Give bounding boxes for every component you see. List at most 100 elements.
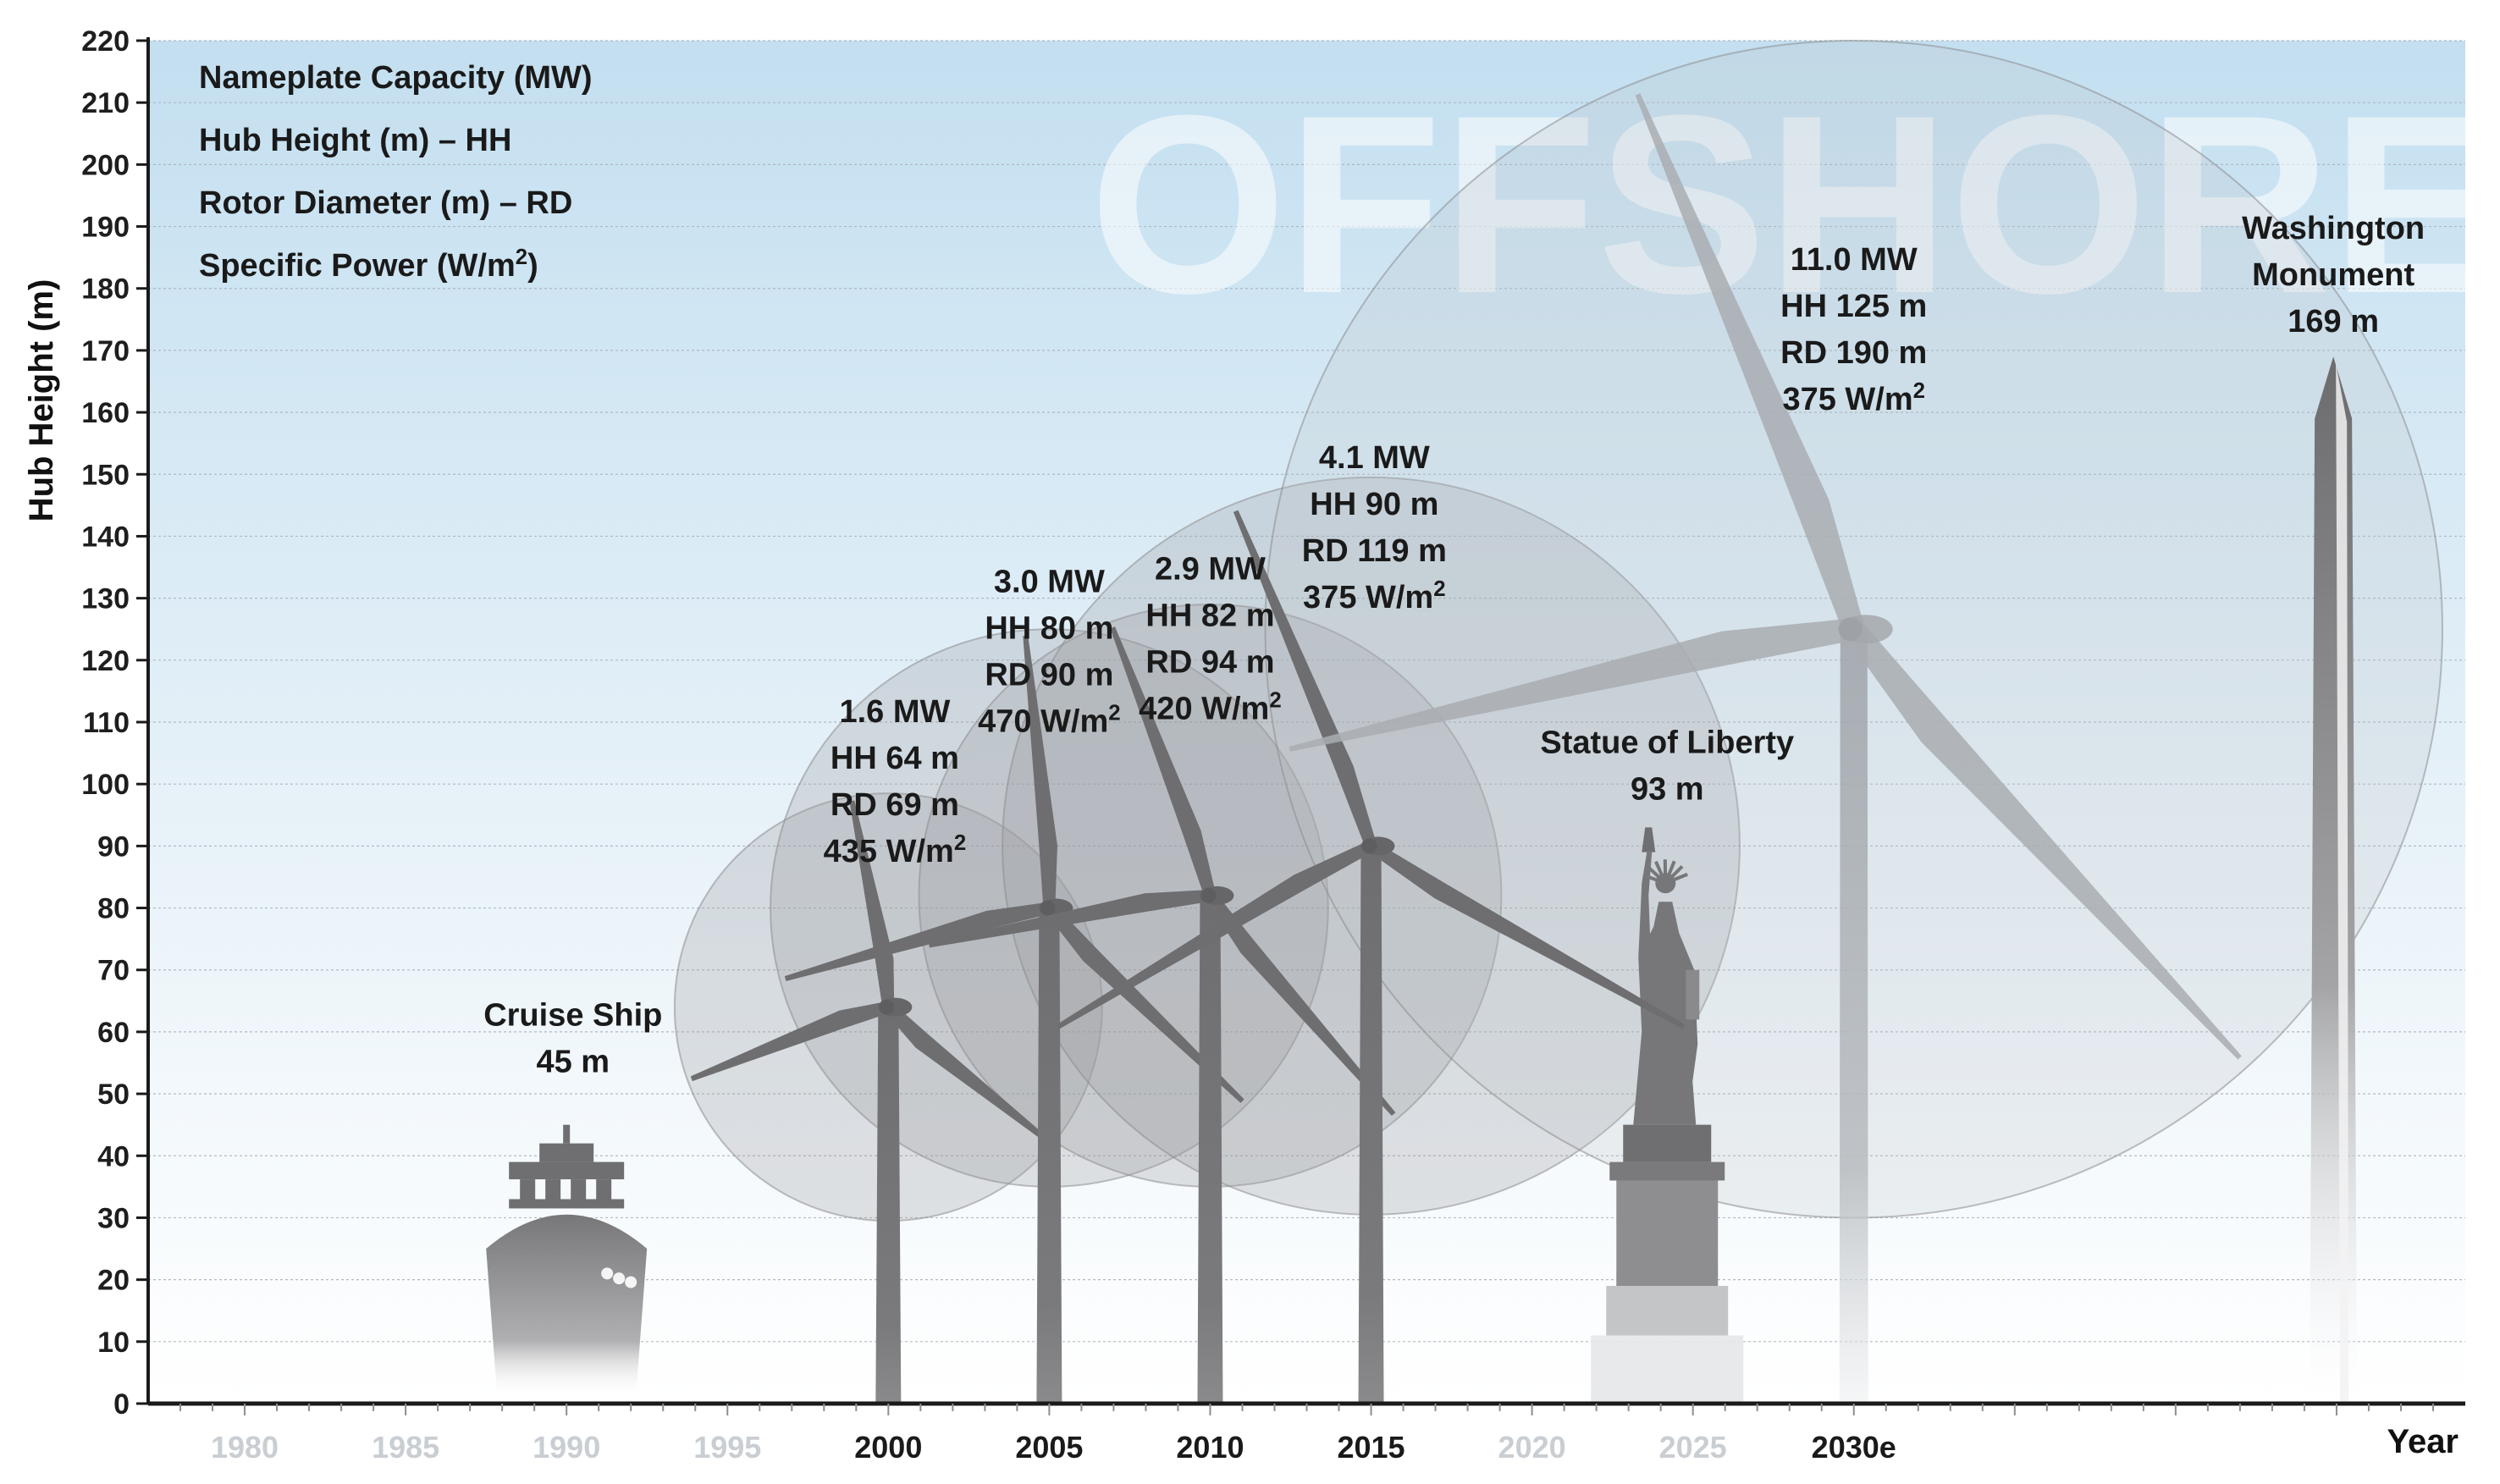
y-tick-label: 90: [97, 830, 130, 863]
turbine-spec-line: HH 125 m: [1780, 289, 1927, 324]
ship-funnel: [539, 1143, 594, 1162]
legend-line: Specific Power (W/m2): [199, 245, 538, 284]
ship-deck: [509, 1199, 625, 1209]
turbine-spec-label-2005: 3.0 MW HH 80 m RD 90 m 470 W/m2: [978, 564, 1121, 739]
turbine-tower-2015: [1358, 846, 1384, 1404]
liberty-base-lower: [1606, 1285, 1729, 1336]
turbine-spec-label-2030: 11.0 MW HH 125 m RD 190 m 375 W/m2: [1780, 242, 1927, 417]
turbine-blade-2005: [1023, 635, 1058, 909]
landmark-washington-monument: [2310, 356, 2358, 1404]
turbine-spec-line: RD 119 m: [1302, 533, 1447, 569]
turbine-blade-2010: [1110, 626, 1217, 898]
turbine-spec-line: RD 94 m: [1145, 645, 1274, 681]
y-tick-label: 150: [81, 459, 130, 491]
legend-line: Hub Height (m) – HH: [199, 123, 511, 158]
x-tick-label: 2020: [1498, 1430, 1566, 1465]
turbine-spec-label-2010: 2.9 MW HH 82 m RD 94 m 420 W/m2: [1139, 552, 1282, 727]
ship-window-column: [545, 1179, 561, 1200]
landmark-label-line: 45 m: [536, 1045, 610, 1080]
liberty-tablet: [1686, 969, 1700, 1020]
liberty-plinth: [1591, 1335, 1744, 1404]
legend-line: Nameplate Capacity (MW): [199, 60, 593, 96]
ship-hull: [486, 1214, 648, 1395]
ship-porthole: [601, 1267, 614, 1280]
y-tick-label: 0: [113, 1388, 130, 1421]
turbine-2000: [690, 800, 1051, 1404]
turbine-blade-2000: [884, 1002, 1051, 1144]
ship-bridge: [509, 1161, 625, 1180]
liberty-torch: [1642, 827, 1656, 852]
turbine-spec-line: HH 80 m: [985, 610, 1113, 646]
turbine-hub-2015: [1361, 838, 1377, 854]
turbine-2005: [784, 635, 1244, 1404]
x-tick-label: 2015: [1337, 1430, 1405, 1465]
turbine-hub-2030: [1838, 617, 1863, 642]
turbine-blade-2030: [1289, 618, 1857, 752]
ship-window-column: [520, 1179, 536, 1200]
turbine-spec-line: 375 W/m2: [1303, 577, 1446, 615]
offshore-watermark: OFFSHORE: [1090, 62, 2500, 346]
y-tick-label: 50: [97, 1079, 130, 1111]
landmark-label-statue-of-liberty: Statue of Liberty 93 m: [1540, 725, 1794, 808]
turbine-tower-2005: [1036, 908, 1062, 1404]
turbine-spec-line: 470 W/m2: [978, 701, 1121, 739]
turbine-spec-line: 2.9 MW: [1155, 552, 1266, 588]
x-tick-label: 1995: [693, 1430, 761, 1465]
turbine-spec-label-2015: 4.1 MW HH 90 m RD 119 m 375 W/m2: [1302, 440, 1447, 615]
legend-line: Rotor Diameter (m) – RD: [199, 185, 572, 221]
turbine-2010: [928, 626, 1396, 1404]
y-tick-label: 20: [97, 1265, 130, 1297]
turbine-blade-2030: [1846, 621, 2242, 1060]
turbine-spec-line: 1.6 MW: [839, 694, 950, 730]
monument-obelisk: [2310, 356, 2358, 1404]
y-tick-label: 210: [81, 87, 130, 119]
y-tick-label: 40: [97, 1140, 130, 1172]
y-tick-label: 130: [81, 583, 130, 615]
landmark-label-line: 93 m: [1631, 772, 1704, 808]
landmark-label-line: Statue of Liberty: [1540, 725, 1794, 761]
ship-mast: [563, 1124, 571, 1144]
turbine-spec-line: 4.1 MW: [1319, 440, 1430, 476]
y-tick-label: 100: [81, 769, 130, 801]
y-tick-label: 110: [83, 707, 130, 739]
turbine-spec-line: HH 90 m: [1310, 487, 1438, 522]
turbine-blade-2010: [1206, 891, 1396, 1117]
monument-highlight: [2336, 363, 2349, 1404]
turbine-blade-2005: [1045, 903, 1244, 1103]
labels: Nameplate Capacity (MW) Hub Height (m) – …: [199, 60, 2425, 1080]
turbine-hub-2010: [1200, 887, 1217, 903]
turbine-blade-2000: [690, 1001, 891, 1082]
turbine-blade-2030: [1635, 93, 1864, 634]
y-tick-label: 190: [81, 212, 130, 244]
landmark-cruise-ship: [486, 1124, 648, 1395]
ship-porthole: [625, 1276, 637, 1288]
turbine-blade-2010: [928, 890, 1211, 948]
ship-window-column: [571, 1179, 587, 1200]
landmark-label-washington-monument: Washington Monument 169 m: [2242, 211, 2425, 339]
x-tick-label: 2030e: [1812, 1430, 1896, 1465]
turbine-spec-line: HH 64 m: [831, 741, 959, 776]
x-tick-label: 2000: [854, 1430, 922, 1465]
turbines: [690, 93, 2242, 1404]
liberty-crown-ray: [1664, 872, 1688, 885]
turbine-spec-line: 375 W/m2: [1782, 379, 1925, 417]
liberty-pedestal-cap: [1609, 1161, 1725, 1181]
y-tick-label: 220: [81, 25, 130, 58]
landmarks: [486, 356, 2358, 1404]
turbine-spec-label-2000: 1.6 MW HH 64 m RD 69 m 435 W/m2: [824, 694, 967, 869]
turbine-2030: [1289, 93, 2242, 1404]
y-tick-label: 140: [81, 521, 130, 553]
liberty-pedestal: [1616, 1180, 1719, 1286]
grid-lines: [148, 40, 2465, 1343]
y-tick-label: 80: [97, 893, 130, 925]
turbine-spec-line: 420 W/m2: [1139, 689, 1282, 727]
y-tick-label: 60: [97, 1017, 130, 1049]
x-tick-label: 2005: [1015, 1430, 1083, 1465]
ship-window-column: [596, 1179, 612, 1200]
turbine-blade-2015: [1368, 841, 1686, 1029]
legend: Nameplate Capacity (MW) Hub Height (m) – …: [199, 60, 593, 284]
turbine-tower-2010: [1197, 895, 1223, 1404]
x-tick-label: 1980: [211, 1430, 279, 1465]
